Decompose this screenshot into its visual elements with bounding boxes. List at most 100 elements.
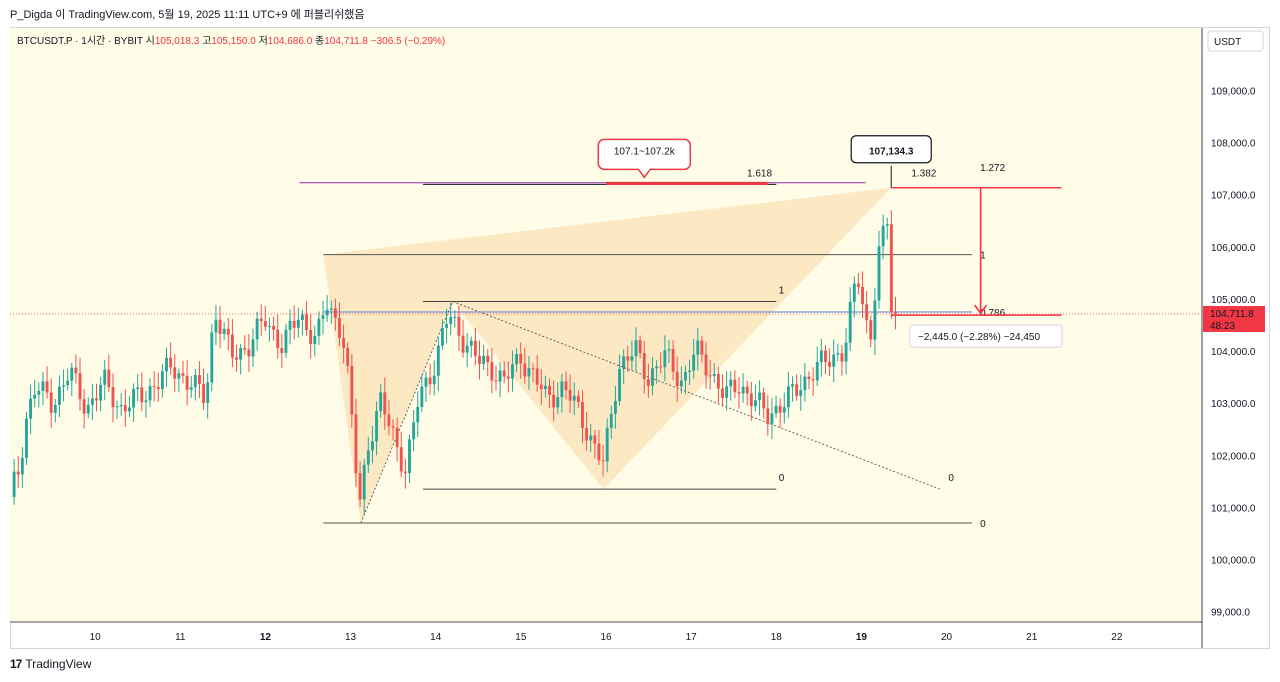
candle-body	[700, 340, 704, 355]
candle-body	[99, 384, 103, 401]
candle-body	[498, 370, 502, 382]
candle-body	[663, 350, 667, 368]
candle-body	[37, 390, 41, 395]
fib-1272-label: 1.272	[980, 163, 1005, 174]
candle-body	[408, 439, 411, 474]
candle-body	[263, 321, 267, 327]
candle-body	[486, 355, 490, 363]
countdown-label: 48:23	[1210, 321, 1235, 332]
candle-body	[350, 365, 354, 415]
pattern-triangle-xbd	[323, 187, 892, 302]
measure-label-box	[909, 324, 1063, 348]
candle-body	[309, 330, 313, 345]
pattern-triangle-bcd	[452, 187, 892, 490]
candle-body	[667, 349, 671, 351]
candle-body	[791, 384, 794, 387]
candle-body	[333, 308, 337, 318]
candle-body	[840, 353, 844, 362]
candle-body	[527, 368, 531, 377]
tradingview-logo[interactable]: 17 TradingView	[10, 657, 91, 671]
candle-body	[107, 369, 111, 388]
candle-body	[346, 347, 350, 366]
candle-body	[366, 450, 370, 465]
candle-body	[494, 380, 498, 382]
candle-body	[721, 388, 724, 398]
currency-label: USDT	[1214, 37, 1241, 48]
candle-body	[754, 400, 757, 407]
fib2-level-label: 1	[779, 286, 785, 297]
candle-body	[90, 398, 94, 405]
candle-body	[819, 350, 823, 363]
candle-body	[424, 377, 428, 387]
candle-body	[268, 325, 271, 327]
high-callout-label: 107,134.3	[869, 147, 914, 158]
candle-body	[803, 376, 807, 391]
candle-body	[469, 340, 473, 346]
candle-body	[786, 386, 790, 408]
candle-body	[325, 309, 329, 316]
x-tick-label: 13	[345, 632, 357, 643]
candle-body	[688, 370, 692, 373]
publish-note: P_Digda 이 TradingView.com, 5월 19, 2025 1…	[10, 9, 365, 21]
candle-body	[387, 414, 391, 427]
y-tick-label: 103,000.0	[1211, 399, 1256, 410]
candle-body	[169, 357, 173, 368]
candle-body	[799, 390, 803, 396]
candle-body	[861, 286, 864, 305]
candle-body	[585, 427, 589, 441]
candle-body	[708, 375, 712, 377]
candle-body	[432, 375, 436, 385]
candle-body	[140, 387, 144, 403]
candle-body	[222, 328, 226, 334]
candle-body	[317, 318, 321, 336]
fib1-level-label: 1	[980, 251, 986, 262]
fib2-level-label: 0	[779, 473, 785, 484]
candle-body	[634, 340, 638, 357]
candle-body	[148, 386, 152, 401]
candle-body	[815, 362, 819, 381]
dotted-trendline	[452, 301, 940, 490]
candle-body	[543, 385, 547, 390]
candle-body	[57, 386, 61, 405]
x-tick-label: 14	[430, 632, 442, 643]
x-tick-label: 18	[771, 632, 783, 643]
x-tick-label: 17	[686, 632, 698, 643]
candle-body	[762, 392, 766, 409]
fib1-level-label: 0	[980, 519, 986, 530]
candle-body	[593, 435, 597, 444]
candle-body	[807, 376, 811, 380]
candle-body	[296, 319, 300, 328]
high-callout-box	[850, 135, 932, 164]
y-tick-label: 99,000.0	[1211, 608, 1250, 619]
candle-body	[428, 377, 432, 385]
candle-body	[741, 386, 745, 394]
candle-body	[288, 320, 292, 330]
candle-body	[284, 329, 288, 353]
currency-button	[1207, 30, 1264, 52]
candle-body	[836, 353, 840, 355]
candle-body	[523, 363, 527, 377]
candle-body	[766, 408, 770, 425]
fib-ext-1618-label: 1.618	[747, 168, 772, 179]
last-price-badge	[1203, 305, 1265, 332]
fib-ext-1382-label: 1.382	[911, 168, 936, 179]
candle-body	[605, 427, 609, 462]
candle-body	[239, 347, 243, 360]
candle-body	[894, 311, 897, 314]
candle-body	[189, 387, 193, 390]
target-callout-label: 107.1~107.2k	[614, 146, 676, 157]
candle-body	[280, 348, 284, 353]
candle-body	[206, 382, 210, 404]
candle-body	[29, 398, 33, 419]
candle-body	[572, 395, 576, 401]
candle-body	[403, 471, 407, 474]
candle-body	[156, 387, 160, 390]
candle-body	[41, 381, 45, 391]
candle-body	[490, 362, 494, 381]
candle-body	[778, 405, 782, 413]
candle-body	[276, 329, 280, 349]
measure-label: −2,445.0 (−2.28%) −24,450	[918, 332, 1040, 343]
candle-body	[712, 373, 716, 377]
candle-body	[173, 367, 177, 379]
